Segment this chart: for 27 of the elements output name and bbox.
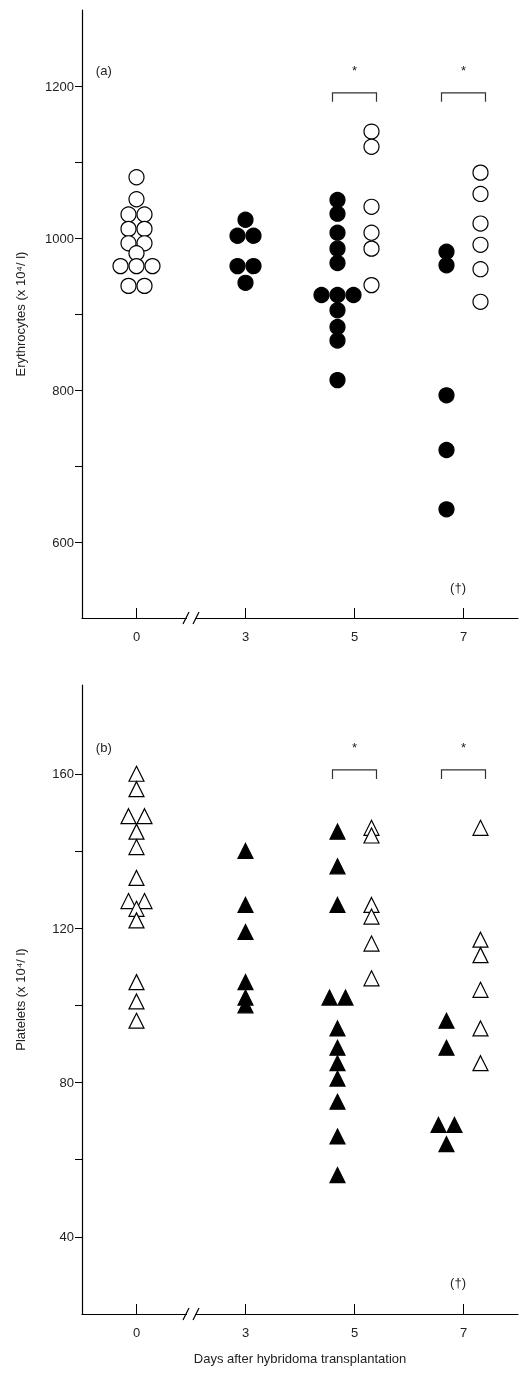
x-tick-label: 3 xyxy=(241,629,250,644)
y-tick-label: 160 xyxy=(52,766,74,782)
y-axis-title: Platelets (x 10⁴/ l) xyxy=(13,948,28,1051)
y-tick-label: 600 xyxy=(52,534,74,550)
x-tick-label: 7 xyxy=(459,1325,468,1340)
annotation: (a) xyxy=(95,63,112,79)
annotation: * xyxy=(351,63,358,79)
annotation: (†) xyxy=(450,1275,466,1291)
annotation: (b) xyxy=(95,740,112,756)
y-tick-label: 1000 xyxy=(45,230,74,246)
y-axis-title: Erythrocytes (x 10⁴/ l) xyxy=(13,251,28,377)
annotation: (†) xyxy=(450,580,466,596)
y-tick-label: 1200 xyxy=(45,78,74,94)
y-tick-label: 40 xyxy=(59,1229,74,1245)
annotation: * xyxy=(351,740,358,756)
y-tick-label: 800 xyxy=(52,382,74,398)
x-tick-label: 5 xyxy=(350,629,359,644)
x-tick-label: 3 xyxy=(241,1325,250,1340)
y-tick-label: 80 xyxy=(59,1074,74,1090)
x-tick-label: 5 xyxy=(350,1325,359,1340)
x-tick-label: 7 xyxy=(459,629,468,644)
x-tick-label: 0 xyxy=(132,1325,141,1340)
annotation: * xyxy=(460,740,467,756)
x-tick-label: 0 xyxy=(132,629,141,644)
x-axis-title: Days after hybridoma transplantation xyxy=(193,1351,407,1366)
y-tick-label: 120 xyxy=(52,920,74,936)
annotation: * xyxy=(460,63,467,79)
